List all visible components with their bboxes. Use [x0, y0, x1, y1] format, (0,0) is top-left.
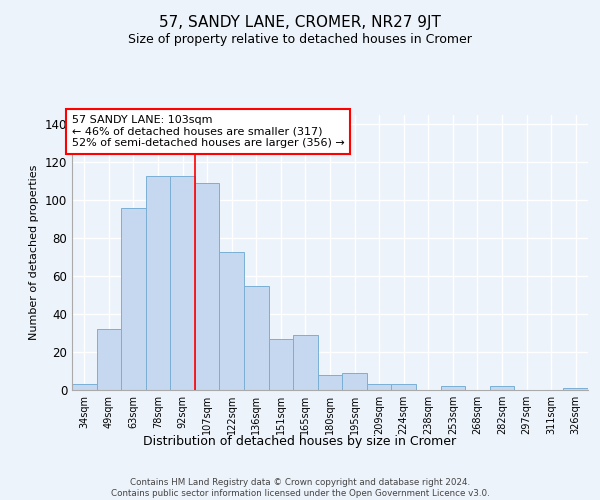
Bar: [269, 339, 293, 390]
Bar: [170, 176, 195, 390]
Text: 57 SANDY LANE: 103sqm
← 46% of detached houses are smaller (317)
52% of semi-det: 57 SANDY LANE: 103sqm ← 46% of detached …: [72, 115, 345, 148]
Bar: [490, 386, 514, 390]
Text: 57, SANDY LANE, CROMER, NR27 9JT: 57, SANDY LANE, CROMER, NR27 9JT: [159, 15, 441, 30]
Bar: [563, 388, 588, 390]
Bar: [342, 373, 367, 390]
Y-axis label: Number of detached properties: Number of detached properties: [29, 165, 39, 340]
Text: Size of property relative to detached houses in Cromer: Size of property relative to detached ho…: [128, 32, 472, 46]
Bar: [146, 176, 170, 390]
Bar: [72, 384, 97, 390]
Bar: [97, 330, 121, 390]
Bar: [195, 184, 220, 390]
Bar: [244, 286, 269, 390]
Bar: [318, 375, 342, 390]
Bar: [391, 384, 416, 390]
Bar: [367, 384, 391, 390]
Bar: [293, 335, 318, 390]
Bar: [121, 208, 146, 390]
Bar: [220, 252, 244, 390]
Bar: [440, 386, 465, 390]
Text: Contains HM Land Registry data © Crown copyright and database right 2024.
Contai: Contains HM Land Registry data © Crown c…: [110, 478, 490, 498]
Text: Distribution of detached houses by size in Cromer: Distribution of detached houses by size …: [143, 435, 457, 448]
